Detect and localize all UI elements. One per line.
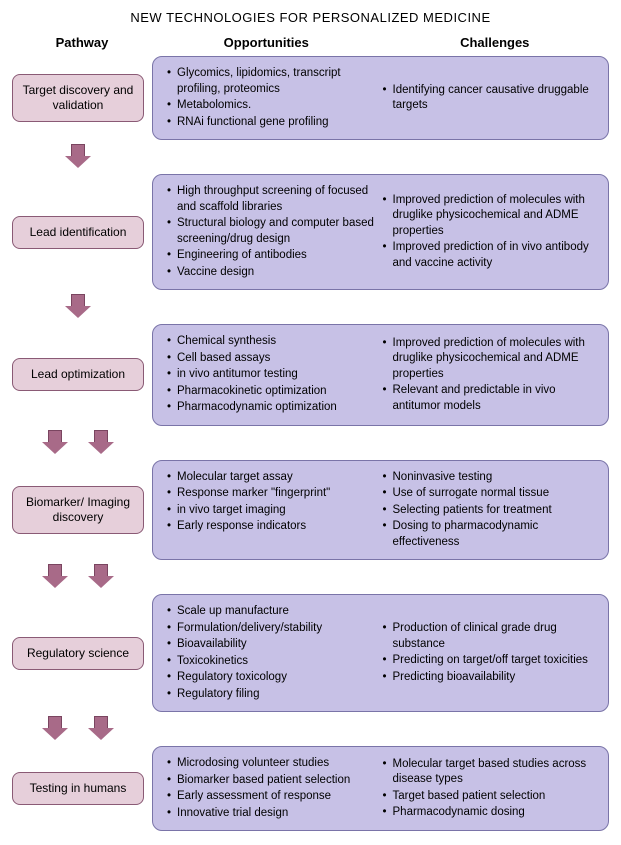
list-item: Noninvasive testing [381,470,597,486]
challenges-list: Identifying cancer causative druggable t… [381,65,597,131]
list-item: Improved prediction of in vivo antibody … [381,240,597,271]
diagram-title: NEW TECHNOLOGIES FOR PERSONALIZED MEDICI… [12,10,609,25]
opportunities-list: Glycomics, lipidomics, transcript profil… [165,65,381,131]
list-item: Formulation/delivery/stability [165,621,381,637]
list-item: Selecting patients for treatment [381,503,597,519]
list-item: Cell based assays [165,351,381,367]
pathway-column: Target discovery and validation [12,56,152,140]
challenges-list: Improved prediction of molecules with dr… [381,333,597,417]
list-item: Innovative trial design [165,806,381,822]
list-item: Chemical synthesis [165,334,381,350]
opportunities-list: Microdosing volunteer studiesBiomarker b… [165,755,381,822]
flowchart-body: Target discovery and validation Glycomics… [12,56,609,831]
opportunities-list: Scale up manufactureFormulation/delivery… [165,603,381,703]
list-item: in vivo antitumor testing [165,367,381,383]
list-item: Predicting on target/off target toxiciti… [381,653,597,669]
list-item: Molecular target assay [165,470,381,486]
opportunities-list: High throughput screening of focused and… [165,183,381,281]
down-arrow-icon [40,564,70,590]
flowchart-row: Lead identification High throughput scree… [12,174,609,290]
list-item: RNAi functional gene profiling [165,115,381,131]
header-challenges: Challenges [381,35,610,50]
list-item: Dosing to pharmacodynamic effectiveness [381,519,597,550]
arrow-connector [12,292,152,322]
list-item: Early assessment of response [165,789,381,805]
flowchart-row: Lead optimization Chemical synthesisCell … [12,324,609,426]
list-item: High throughput screening of focused and… [165,184,381,215]
pathway-node: Lead identification [12,216,144,249]
list-item: Target based patient selection [381,789,597,805]
list-item: Production of clinical grade drug substa… [381,621,597,652]
pathway-node: Testing in humans [12,772,144,805]
flowchart-row: Regulatory science Scale up manufactureFo… [12,594,609,712]
list-item: Regulatory filing [165,687,381,703]
content-panel: High throughput screening of focused and… [152,174,609,290]
list-item: Regulatory toxicology [165,670,381,686]
flowchart-row: Biomarker/ Imaging discovery Molecular ta… [12,460,609,561]
list-item: Microdosing volunteer studies [165,756,381,772]
pathway-column: Lead optimization [12,324,152,426]
down-arrow-icon [86,716,116,742]
list-item: Vaccine design [165,265,381,281]
opportunities-list: Molecular target assayResponse marker "f… [165,469,381,552]
flowchart-row: Target discovery and validation Glycomics… [12,56,609,140]
pathway-column: Lead identification [12,174,152,290]
header-pathway: Pathway [12,35,152,50]
list-item: Use of surrogate normal tissue [381,486,597,502]
pathway-node: Biomarker/ Imaging discovery [12,486,144,534]
list-item: Metabolomics. [165,98,381,114]
list-item: Identifying cancer causative druggable t… [381,83,597,114]
list-item: Toxicokinetics [165,654,381,670]
down-arrow-icon [63,294,93,320]
content-panel: Microdosing volunteer studiesBiomarker b… [152,746,609,831]
list-item: Engineering of antibodies [165,248,381,264]
arrow-connector [12,714,152,744]
list-item: Biomarker based patient selection [165,773,381,789]
header-opportunities: Opportunities [152,35,381,50]
list-item: Structural biology and computer based sc… [165,216,381,247]
list-item: Pharmacodynamic optimization [165,400,381,416]
down-arrow-icon [40,716,70,742]
list-item: Molecular target based studies across di… [381,757,597,788]
pathway-column: Testing in humans [12,746,152,831]
pathway-node: Lead optimization [12,358,144,391]
list-item: Response marker "fingerprint" [165,486,381,502]
challenges-list: Production of clinical grade drug substa… [381,603,597,703]
content-panel: Glycomics, lipidomics, transcript profil… [152,56,609,140]
list-item: Glycomics, lipidomics, transcript profil… [165,66,381,97]
pathway-node: Target discovery and validation [12,74,144,122]
down-arrow-icon [63,144,93,170]
challenges-list: Noninvasive testingUse of surrogate norm… [381,469,597,552]
content-panel: Scale up manufactureFormulation/delivery… [152,594,609,712]
list-item: Relevant and predictable in vivo antitum… [381,383,597,414]
challenges-list: Improved prediction of molecules with dr… [381,183,597,281]
list-item: Predicting bioavailability [381,670,597,686]
list-item: Improved prediction of molecules with dr… [381,193,597,240]
list-item: Bioavailability [165,637,381,653]
list-item: in vivo target imaging [165,503,381,519]
pathway-column: Regulatory science [12,594,152,712]
down-arrow-icon [86,564,116,590]
flowchart-row: Testing in humans Microdosing volunteer s… [12,746,609,831]
column-headers: Pathway Opportunities Challenges [12,35,609,50]
down-arrow-icon [86,430,116,456]
arrow-connector [12,142,152,172]
down-arrow-icon [40,430,70,456]
pathway-column: Biomarker/ Imaging discovery [12,460,152,561]
list-item: Pharmacokinetic optimization [165,384,381,400]
arrow-connector [12,562,152,592]
pathway-node: Regulatory science [12,637,144,670]
challenges-list: Molecular target based studies across di… [381,755,597,822]
content-panel: Chemical synthesisCell based assaysin vi… [152,324,609,426]
content-panel: Molecular target assayResponse marker "f… [152,460,609,561]
list-item: Pharmacodynamic dosing [381,805,597,821]
list-item: Improved prediction of molecules with dr… [381,336,597,383]
list-item: Early response indicators [165,519,381,535]
list-item: Scale up manufacture [165,604,381,620]
opportunities-list: Chemical synthesisCell based assaysin vi… [165,333,381,417]
arrow-connector [12,428,152,458]
